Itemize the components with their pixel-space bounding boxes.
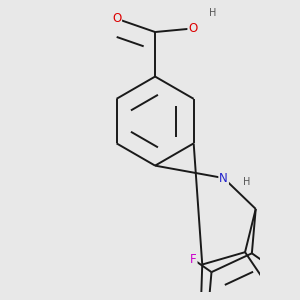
Text: N: N — [219, 172, 228, 184]
Text: H: H — [243, 177, 250, 187]
Text: O: O — [188, 22, 198, 35]
Text: O: O — [112, 12, 121, 25]
Text: H: H — [209, 8, 217, 18]
Text: F: F — [190, 253, 196, 266]
